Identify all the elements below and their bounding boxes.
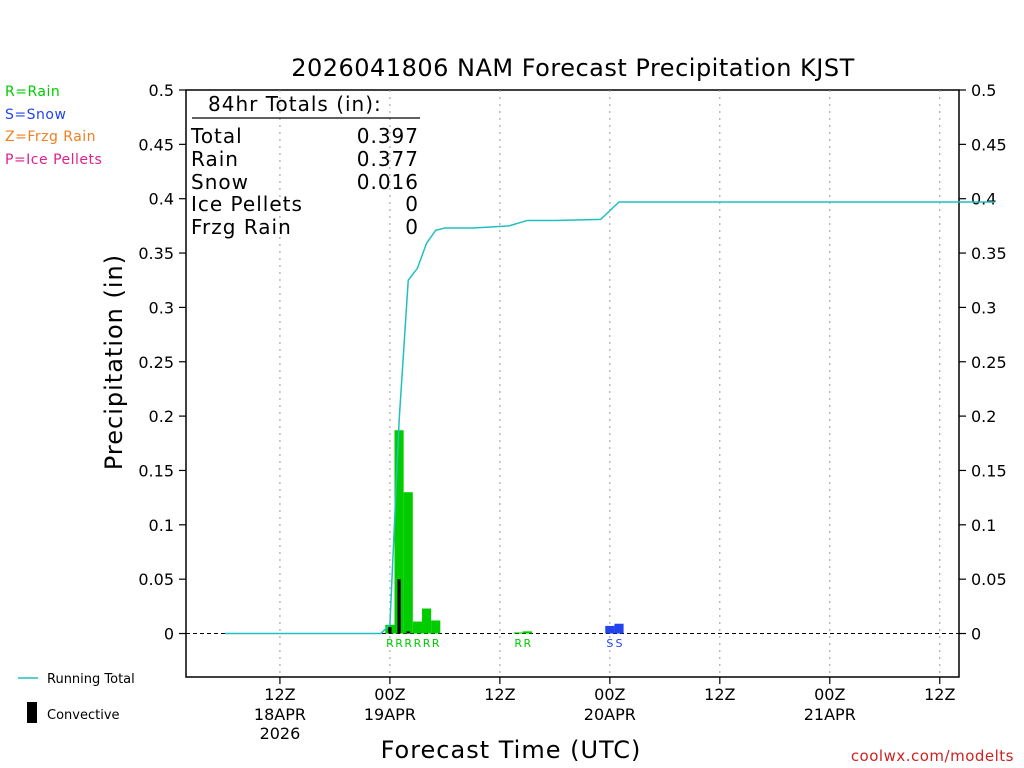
plot-frame [185,89,960,678]
y-tick-label-right: 0 [971,625,981,644]
y-tick-label-right: 0.05 [971,570,1007,589]
totals-label-total: Total [190,124,243,148]
convective-bar [406,631,410,634]
ptype-legend: R=Rain S=Snow Z=Frzg Rain P=Ice Pellets [5,84,102,168]
totals-value-rain: 0.377 [357,147,419,171]
rain-bar [431,620,441,634]
totals-value-frzg-rain: 0 [405,215,419,239]
ptype-marker: R [514,637,522,650]
ptype-marker: R [404,637,412,650]
rain-bar [403,492,413,634]
x-tick-label-time: 12Z [704,685,735,704]
x-tick-label-date: 20APR [584,705,636,724]
x-tick-label-date: 19APR [364,705,416,724]
convective-bar [388,626,392,634]
x-tick-label-date: 18APR [254,705,306,724]
rain-bar [421,608,432,634]
x-tick-label-time: 12Z [924,685,955,704]
x-tick-label-time: 12Z [484,685,515,704]
y-tick-label-left: 0.15 [138,461,174,480]
site-credit: coolwx.com/modelts [851,747,1014,765]
convective-bar [397,579,401,634]
y-tick-label-left: 0.5 [149,81,174,100]
y-tick-label-right: 0.1 [971,516,996,535]
convective-swatch [27,702,37,723]
totals-value-total: 0.397 [357,124,419,148]
y-tick-label-left: 0.4 [149,190,174,209]
totals-value-snow: 0.016 [357,170,419,194]
totals-label-frzg-rain: Frzg Rain [191,215,292,239]
legend-snow: S=Snow [5,107,66,123]
y-tick-label-right: 0.4 [971,190,996,209]
legend-frzg-rain: Z=Frzg Rain [5,129,96,145]
ptype-marker: S [616,637,623,650]
ptype-marker: R [432,637,440,650]
totals-label-ice-pellets: Ice Pellets [191,192,303,216]
y-tick-label-right: 0.2 [971,407,996,426]
y-tick-label-right: 0.25 [971,353,1007,372]
y-tick-label-left: 0.35 [138,244,174,263]
ptype-marker: R [395,637,403,650]
y-tick-label-right: 0.5 [971,81,996,100]
chart-title: 2026041806 NAM Forecast Precipitation KJ… [291,54,855,82]
totals-label-rain: Rain [191,147,239,171]
legend-ice-pellets: P=Ice Pellets [5,152,102,168]
y-tick-label-right: 0.35 [971,244,1007,263]
y-tick-label-left: 0.3 [149,298,174,317]
precip-bars [385,430,624,634]
y-tick-label-left: 0.1 [149,516,174,535]
snow-bar [614,623,624,634]
y-tick-label-left: 0.25 [138,353,174,372]
rain-bar [522,631,532,634]
ptype-marker: R [414,637,422,650]
bottom-legend: Running Total Convective [18,672,135,723]
ptype-marker: R [524,637,532,650]
y-axis-left: 0 0.05 0.1 0.15 0.2 0.25 0.3 0.35 0.4 0.45 0.5 [138,81,186,644]
totals-heading: 84hr Totals (in): [208,92,382,116]
rain-bar [513,632,523,634]
x-tick-label-time: 00Z [814,685,845,704]
y-axis-right: 0 0.05 0.1 0.15 0.2 0.25 0.3 0.35 0.4 0.45 0.5 [959,81,1007,644]
y-tick-label-left: 0.45 [138,135,174,154]
rain-bar [412,621,422,634]
y-tick-label-right: 0.3 [971,298,996,317]
rain-bar [394,430,404,634]
convective-legend-label: Convective [47,708,120,723]
totals-box: 84hr Totals (in): Total 0.397 Rain 0.377… [190,92,420,239]
y-axis-label: Precipitation (in) [100,254,128,470]
ptype-marker: R [386,637,394,650]
y-tick-label-left: 0.2 [149,407,174,426]
y-tick-label-left: 0.05 [138,570,174,589]
x-tick-label-time: 12Z [264,685,295,704]
x-axis-label: Forecast Time (UTC) [381,736,642,764]
running-total-line [224,201,995,635]
x-tick-label-time: 00Z [374,685,405,704]
x-tick-label-time: 00Z [594,685,625,704]
y-tick-label-left: 0 [164,625,174,644]
totals-label-snow: Snow [191,170,249,194]
snow-bar [605,625,615,634]
ptype-marker: R [423,637,431,650]
legend-rain: R=Rain [5,84,60,100]
ptype-marker: S [606,637,613,650]
totals-value-ice-pellets: 0 [405,192,419,216]
y-tick-label-right: 0.45 [971,135,1007,154]
y-tick-label-right: 0.15 [971,461,1007,480]
x-tick-label-year: 2026 [260,724,301,743]
x-tick-label-date: 21APR [804,705,856,724]
running-total-legend-label: Running Total [47,672,135,687]
